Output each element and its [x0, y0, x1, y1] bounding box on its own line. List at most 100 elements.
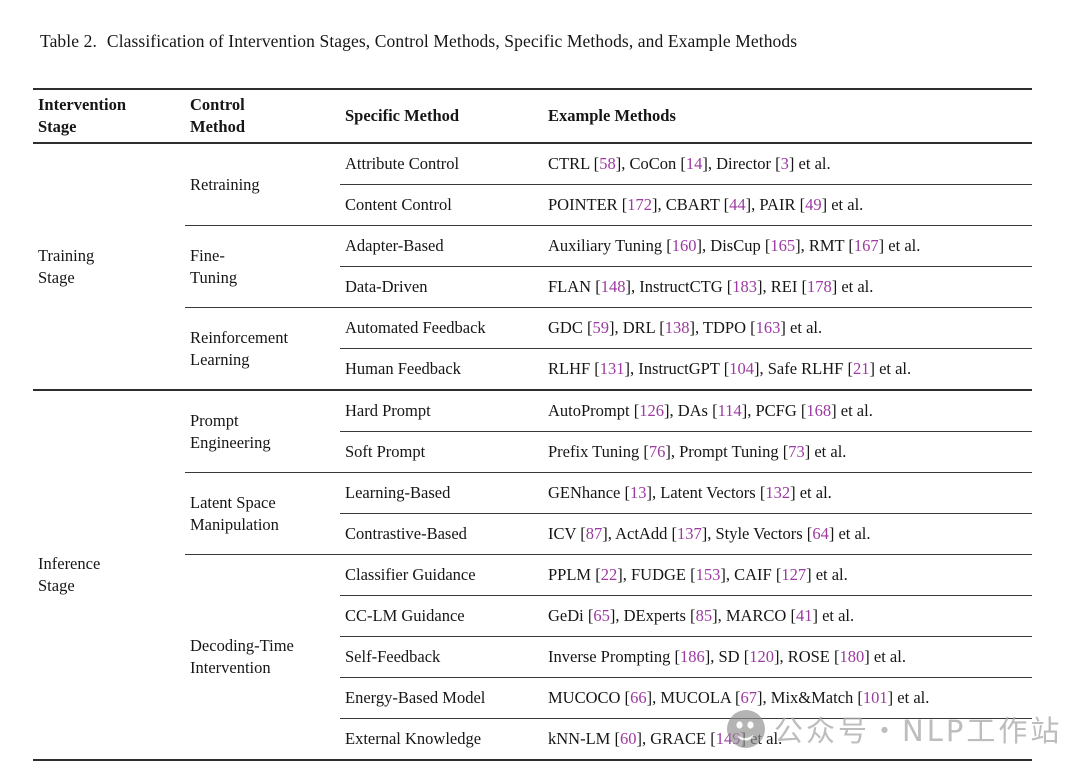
- table-row: Latent Space Manipulation Learning-Based G…: [33, 472, 1032, 555]
- specific-method-cell: Learning-Based: [340, 472, 543, 514]
- example-methods-cell: RLHF [131], InstructGPT [104], Safe RLHF…: [543, 348, 1032, 390]
- citation-ref[interactable]: 186: [679, 647, 705, 667]
- citation-ref[interactable]: 160: [671, 236, 697, 256]
- citation-ref[interactable]: 21: [852, 359, 870, 379]
- citation-ref[interactable]: 3: [780, 154, 789, 174]
- citation-ref[interactable]: 73: [788, 442, 805, 462]
- example-methods-cell: GENhance [13], Latent Vectors [132] et a…: [543, 472, 1032, 514]
- specific-method-cell: CC-LM Guidance: [340, 595, 543, 637]
- citation-ref[interactable]: 41: [795, 606, 813, 626]
- specific-method-cell: Soft Prompt: [340, 431, 543, 473]
- citation-ref[interactable]: 58: [599, 154, 616, 174]
- header-row: Intervention Stage Control Method Specific…: [33, 89, 1032, 144]
- example-methods-cell: ICV [87], ActAdd [137], Style Vectors [6…: [543, 513, 1032, 555]
- citation-ref[interactable]: 101: [862, 688, 888, 708]
- citation-ref[interactable]: 148: [600, 277, 626, 297]
- citation-ref[interactable]: 85: [695, 606, 713, 626]
- citation-ref[interactable]: 167: [853, 236, 879, 256]
- watermark: 公众号・NLP工作站: [726, 708, 1062, 750]
- control-method-cell: Decoding-Time Intervention: [185, 554, 340, 760]
- stage-cell: Inference Stage: [33, 389, 185, 760]
- example-methods-cell: PPLM [22], FUDGE [153], CAIF [127] et al…: [543, 554, 1032, 596]
- stage-cell: Training Stage: [38, 245, 95, 287]
- specific-method-cell: Self-Feedback: [340, 636, 543, 678]
- citation-ref[interactable]: 168: [806, 401, 832, 421]
- specific-method-cell: Hard Prompt: [340, 389, 543, 432]
- example-methods-cell: CTRL [58], CoCon [14], Director [3] et a…: [548, 154, 831, 174]
- citation-ref[interactable]: 178: [806, 277, 832, 297]
- specific-method-cell: Classifier Guidance: [340, 554, 543, 596]
- specific-method-cell: Automated Feedback: [340, 307, 543, 349]
- table-header: Intervention Stage Control Method Specific…: [33, 89, 1032, 144]
- citation-ref[interactable]: 132: [765, 483, 791, 503]
- example-methods-cell: POINTER [172], CBART [44], PAIR [49] et …: [543, 184, 1032, 226]
- citation-ref[interactable]: 172: [627, 195, 653, 215]
- table-row: Self-Feedback Inverse Prompting [186], SD…: [33, 636, 1032, 678]
- header-cell: Specific Method: [340, 89, 543, 144]
- table-row: Decoding-Time Intervention Classifier Gui…: [33, 554, 1032, 760]
- table-row: Energy-Based Model MUCOCO [66], MUCOLA [6…: [33, 677, 1032, 719]
- control-method-cell: Retraining: [190, 174, 260, 194]
- citation-ref[interactable]: 22: [600, 565, 618, 585]
- example-methods-cell: FLAN [148], InstructCTG [183], REI [178]…: [543, 266, 1032, 308]
- citation-ref[interactable]: 120: [749, 647, 774, 667]
- specific-method-cell: Content Control: [340, 184, 543, 226]
- citation-ref[interactable]: 131: [599, 359, 625, 379]
- table-row: Inference Stage Prompt Engineering Hard Pr…: [33, 389, 1032, 760]
- citation-ref[interactable]: 60: [619, 729, 637, 749]
- example-methods-cell: Inverse Prompting [186], SD [120], ROSE …: [543, 636, 1032, 678]
- citation-ref[interactable]: 87: [585, 524, 603, 544]
- table-row: Human Feedback RLHF [131], InstructGPT [1…: [33, 348, 1032, 390]
- citation-ref[interactable]: 180: [839, 647, 865, 667]
- citation-ref[interactable]: 13: [630, 483, 647, 503]
- table-body: Training Stage Retraining Attribute Contro…: [33, 143, 1032, 760]
- table-row: Fine- Tuning Adapter-Based Auxiliary Tunin…: [33, 225, 1032, 308]
- citation-ref[interactable]: 126: [639, 401, 664, 421]
- citation-ref[interactable]: 163: [755, 318, 781, 338]
- table-row: Content Control POINTER [172], CBART [44]…: [33, 184, 1032, 226]
- example-methods-cell: Auxiliary Tuning [160], DisCup [165], RM…: [543, 225, 1032, 267]
- citation-ref[interactable]: 127: [781, 565, 807, 585]
- citation-ref[interactable]: 165: [770, 236, 796, 256]
- control-method-cell: Latent Space Manipulation: [185, 472, 340, 555]
- specific-method-cell: External Knowledge: [340, 718, 543, 760]
- control-method-cell: Reinforcement Learning: [185, 307, 340, 390]
- table-row: Reinforcement Learning Automated Feedback…: [33, 307, 1032, 390]
- citation-ref[interactable]: 14: [685, 154, 703, 174]
- citation-ref[interactable]: 49: [805, 195, 822, 215]
- citation-ref[interactable]: 64: [812, 524, 829, 544]
- citation-ref[interactable]: 183: [732, 277, 757, 297]
- specific-method-cell: Data-Driven: [340, 266, 543, 308]
- citation-ref[interactable]: 137: [676, 524, 702, 544]
- citation-ref[interactable]: 138: [664, 318, 690, 338]
- header-cell: Example Methods: [543, 89, 1032, 144]
- table-row: Soft Prompt Prefix Tuning [76], Prompt Tu…: [33, 431, 1032, 473]
- citation-ref[interactable]: 65: [593, 606, 610, 626]
- specific-method-cell: Energy-Based Model: [340, 677, 543, 719]
- table-row: Contrastive-Based ICV [87], ActAdd [137],…: [33, 513, 1032, 555]
- wechat-icon: [727, 710, 765, 748]
- specific-method-cell: Adapter-Based: [340, 225, 543, 267]
- citation-ref[interactable]: 66: [630, 688, 647, 708]
- table-caption-label: Table 2.: [40, 31, 97, 51]
- citation-ref[interactable]: 104: [729, 359, 754, 379]
- control-method-cell: Prompt Engineering: [185, 389, 340, 473]
- citation-ref[interactable]: 59: [592, 318, 609, 338]
- citation-ref[interactable]: 76: [648, 442, 666, 462]
- control-method-cell: Fine- Tuning: [185, 225, 340, 308]
- header-cell: Intervention Stage: [33, 89, 185, 144]
- table-row: CC-LM Guidance GeDi [65], DExperts [85], …: [33, 595, 1032, 637]
- citation-ref[interactable]: 44: [729, 195, 746, 215]
- example-methods-cell: AutoPrompt [126], DAs [114], PCFG [168] …: [543, 389, 1032, 432]
- example-methods-cell: GeDi [65], DExperts [85], MARCO [41] et …: [543, 595, 1032, 637]
- watermark-text: 公众号・NLP工作站: [774, 714, 1063, 748]
- table-caption-text: Classification of Intervention Stages, C…: [106, 31, 798, 51]
- example-methods-cell: Prefix Tuning [76], Prompt Tuning [73] e…: [543, 431, 1032, 473]
- citation-ref[interactable]: 67: [740, 688, 758, 708]
- specific-method-cell: Human Feedback: [340, 348, 543, 390]
- citation-ref[interactable]: 114: [717, 401, 742, 421]
- specific-method-cell: Attribute Control: [345, 154, 460, 174]
- table-caption: Table 2. Classification of Intervention S…: [40, 31, 797, 52]
- citation-ref[interactable]: 153: [695, 565, 721, 585]
